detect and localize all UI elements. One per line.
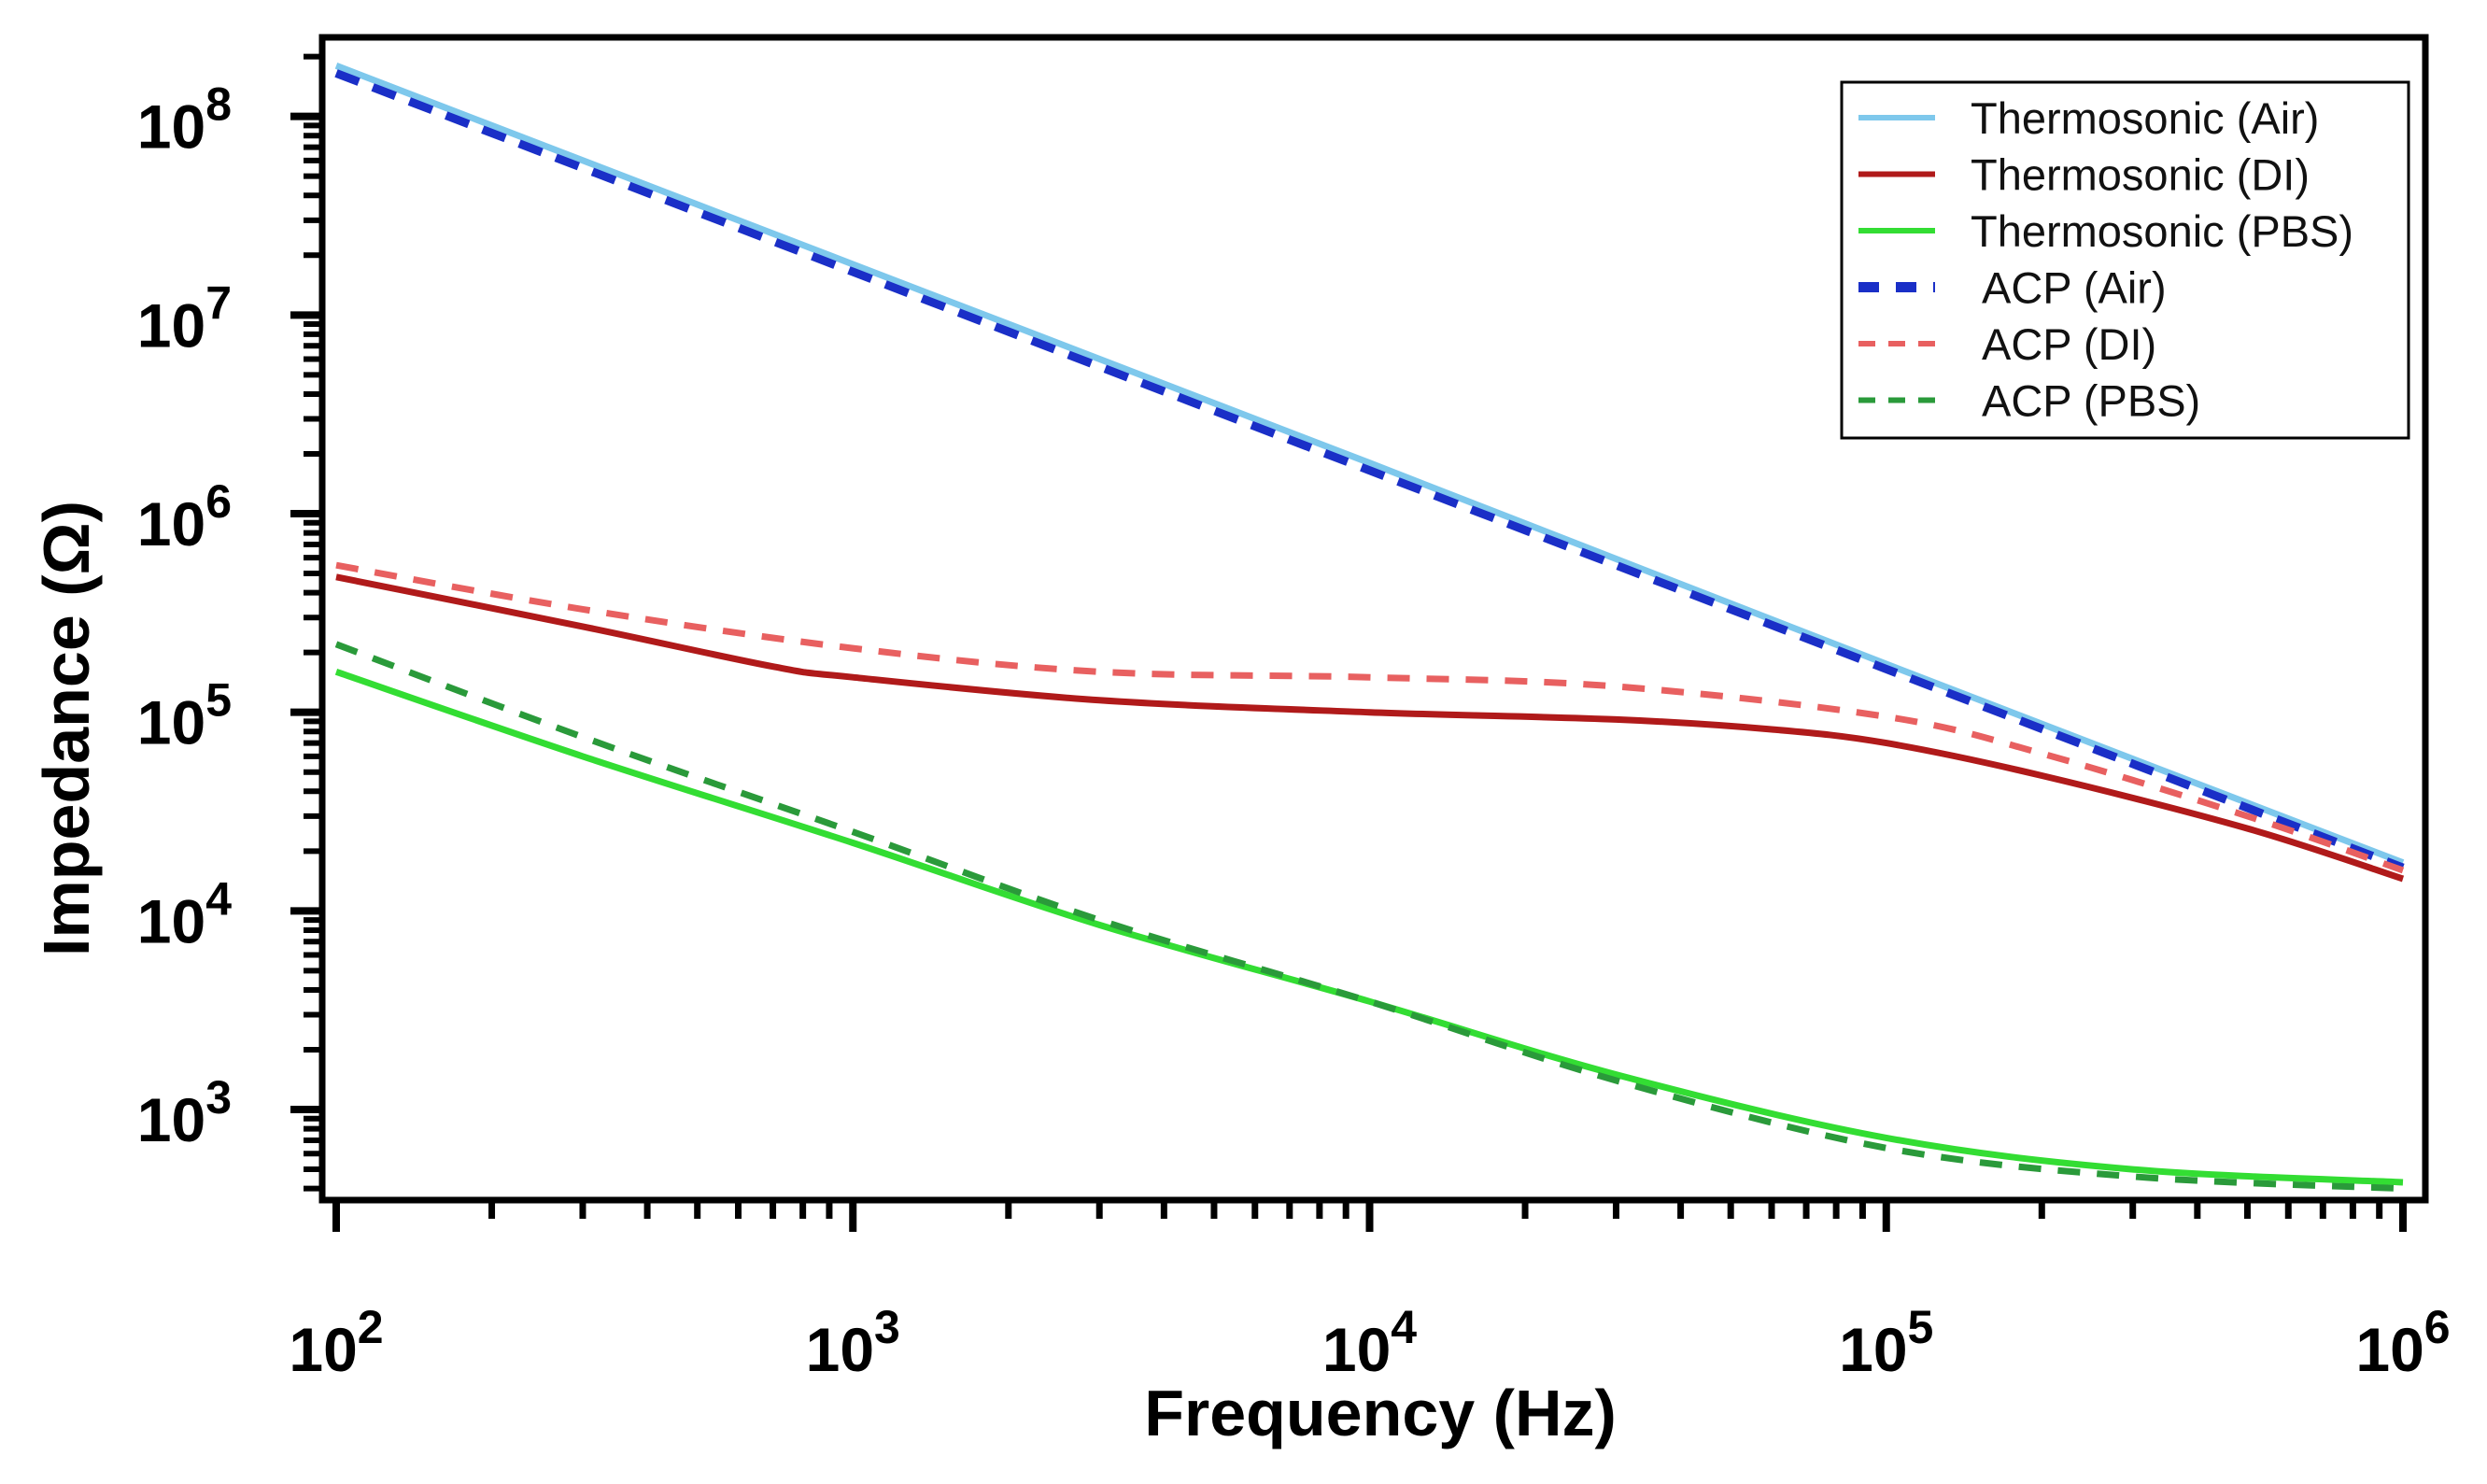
y-axis-title: Impedance (Ω) [30, 501, 103, 956]
ticks-layer [290, 53, 2407, 1232]
x-tick-label: 104 [1322, 1301, 1417, 1384]
y-tick-label: 106 [137, 475, 232, 558]
x-axis-title: Frequency (Hz) [1144, 1377, 1617, 1449]
series-line-thermosonic-air [334, 63, 2405, 866]
legend-box [1840, 80, 2410, 440]
y-tick-label: 105 [137, 674, 232, 757]
y-tick-label: 107 [137, 276, 232, 360]
series-line-acp-di [335, 561, 2405, 874]
tick-labels-layer: 102 103 104 105 106 103 104 105 106 107 108 [137, 78, 2451, 1384]
series-line-thermosonic-di [335, 573, 2405, 883]
series-layer [334, 63, 2405, 1193]
x-tick-label: 106 [2355, 1301, 2450, 1384]
legend-label-acp-air: ACP (Air) [1982, 263, 2167, 313]
y-tick-label: 104 [137, 872, 232, 955]
legend-label-thermosonic-pbs: Thermosonic (PBS) [1971, 206, 2353, 256]
legend-label-thermosonic-air: Thermosonic (Air) [1971, 93, 2319, 143]
series-line-acp-pbs [334, 641, 2404, 1193]
legend: Thermosonic (Air) Thermosonic (DI) Thermos… [1840, 80, 2410, 440]
legend-label-acp-di: ACP (DI) [1982, 319, 2156, 369]
y-tick-label: 103 [137, 1071, 232, 1154]
series-line-thermosonic-pbs [334, 668, 2404, 1186]
x-tick-label: 103 [806, 1301, 900, 1384]
y-tick-label: 108 [137, 78, 232, 162]
legend-label-acp-pbs: ACP (PBS) [1982, 376, 2200, 426]
legend-label-thermosonic-di: Thermosonic (DI) [1971, 150, 2310, 200]
x-tick-label: 102 [289, 1301, 383, 1384]
series-line-acp-air [334, 69, 2405, 872]
x-tick-label: 105 [1839, 1301, 1933, 1384]
